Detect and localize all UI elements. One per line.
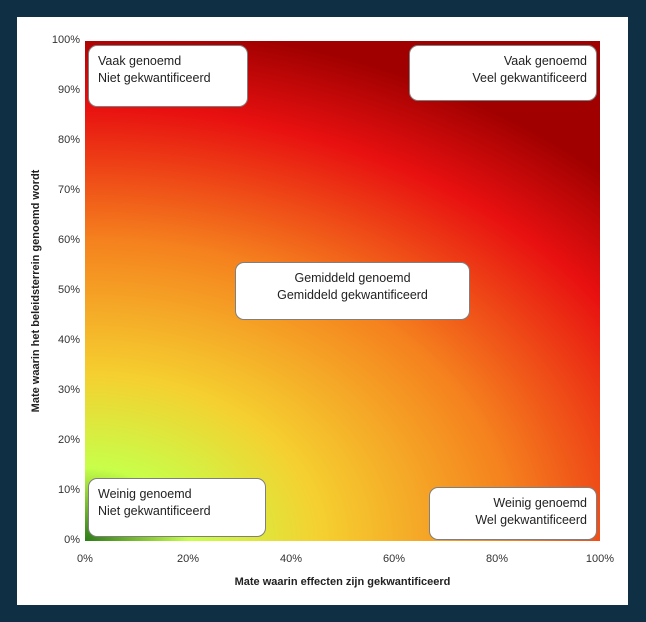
annotation-bottom-left-line1: Weinig genoemd: [98, 487, 192, 501]
annotation-top-left-line2: Niet gekwantificeerd: [98, 71, 211, 85]
x-tick-label: 80%: [485, 553, 509, 565]
y-tick-label: 70%: [57, 184, 80, 196]
annotation-bottom-right-line1: Weinig genoemd: [493, 496, 587, 510]
annotation-center-line1: Gemiddeld genoemd: [294, 271, 411, 285]
annotation-center-line2: Gemiddeld gekwantificeerd: [277, 288, 428, 302]
y-tick-label: 50%: [57, 284, 80, 296]
x-tick-label: 100%: [585, 553, 615, 565]
y-tick-label: 20%: [57, 434, 80, 446]
y-tick-label: 90%: [57, 84, 80, 96]
annotation-bottom-right: Weinig genoemd Wel gekwantificeerd: [429, 487, 597, 540]
annotation-top-left-line1: Vaak genoemd: [98, 54, 182, 68]
y-tick-label: 30%: [57, 384, 80, 396]
x-tick-label: 60%: [382, 553, 406, 565]
x-tick-label: 20%: [176, 553, 200, 565]
y-tick-label: 40%: [57, 334, 80, 346]
y-tick-label: 80%: [57, 134, 80, 146]
annotation-bottom-left: Weinig genoemd Niet gekwantificeerd: [88, 478, 266, 537]
y-tick-label: 0%: [64, 534, 80, 546]
y-tick-label: 100%: [51, 34, 80, 46]
x-axis-label: Mate waarin effecten zijn gekwantificeer…: [234, 576, 451, 588]
annotation-top-right: Vaak genoemd Veel gekwantificeerd: [409, 45, 597, 101]
annotation-top-right-line2: Veel gekwantificeerd: [472, 71, 587, 85]
x-tick-label: 0%: [77, 553, 93, 565]
x-tick-label: 40%: [279, 553, 303, 565]
y-tick-label: 60%: [57, 234, 80, 246]
annotation-top-left: Vaak genoemd Niet gekwantificeerd: [88, 45, 248, 107]
annotation-center: Gemiddeld genoemd Gemiddeld gekwantifice…: [235, 262, 470, 320]
y-axis-label: Mate waarin het beleidsterrein genoemd w…: [30, 169, 42, 413]
annotation-bottom-left-line2: Niet gekwantificeerd: [98, 504, 211, 518]
annotation-top-right-line1: Vaak genoemd: [503, 54, 587, 68]
annotation-bottom-right-line2: Wel gekwantificeerd: [475, 513, 587, 527]
y-tick-label: 10%: [57, 484, 80, 496]
